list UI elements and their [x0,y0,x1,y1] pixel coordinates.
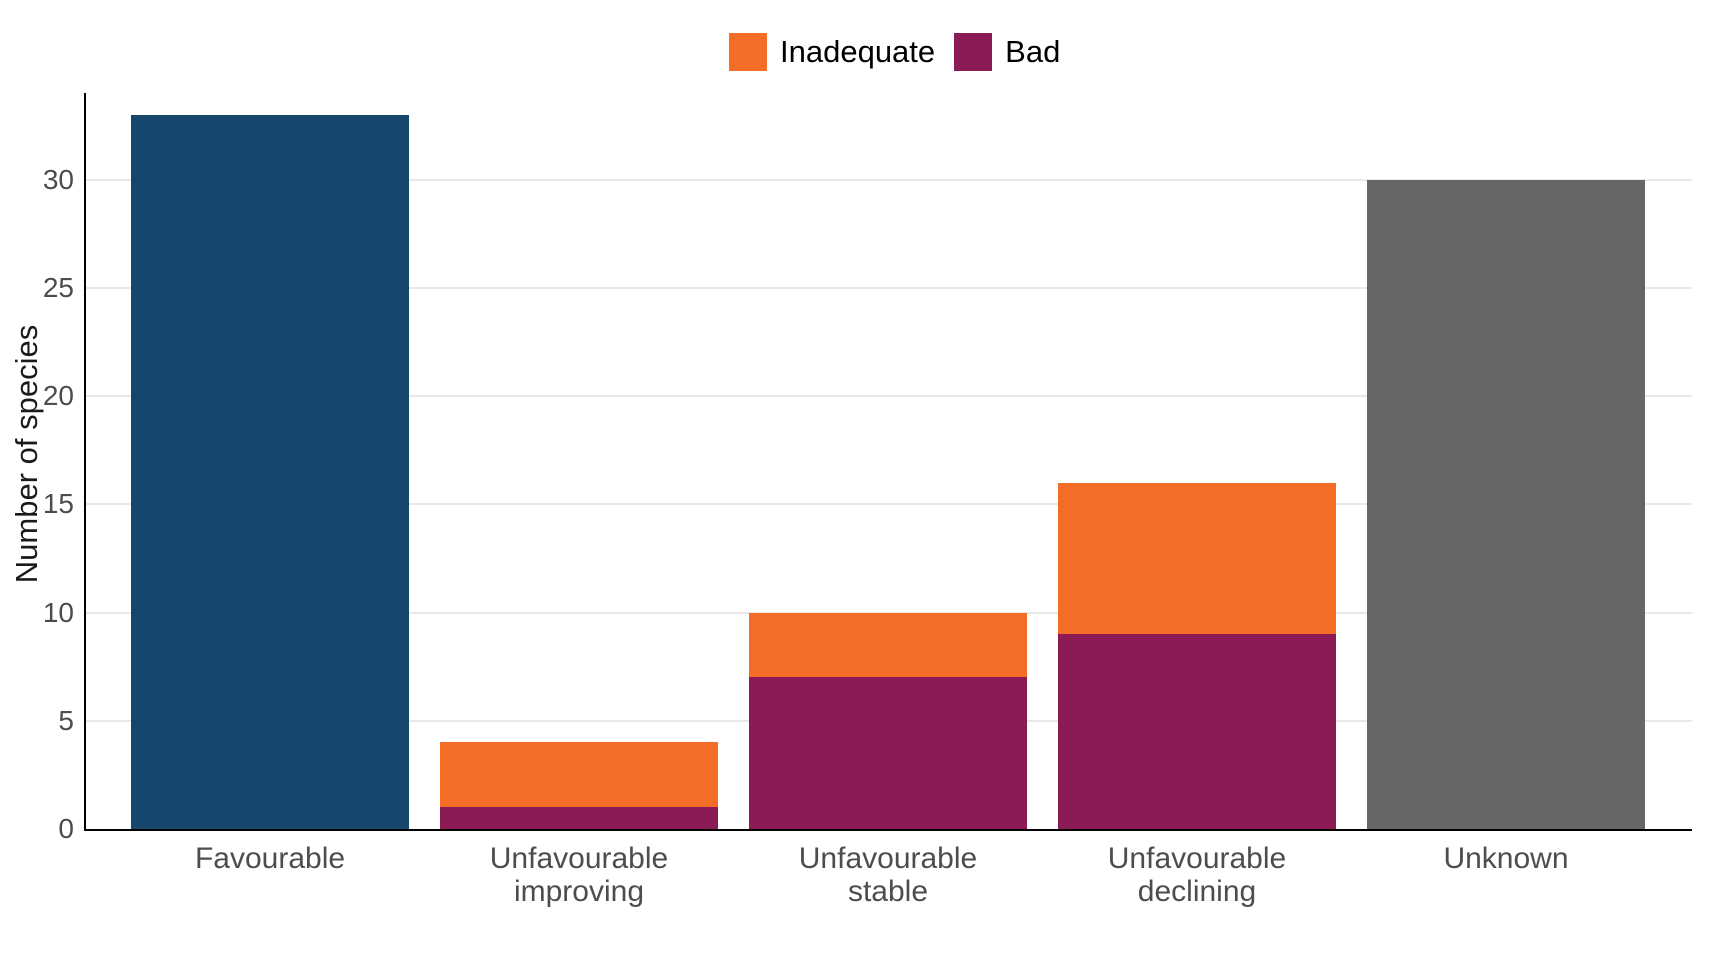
x-axis-line [84,829,1692,831]
bar-unfavourable-improving-segment-inadequate [440,742,718,807]
legend-swatch-inadequate [729,33,767,71]
bar-unfavourable-stable-segment-inadequate [749,613,1027,677]
bar-favourable-segment-favourable [131,115,409,829]
y-tick-label-15: 15 [42,488,74,519]
x-category-label-unfavourable-declining: Unfavourable declining [1107,842,1287,908]
x-category-label-unknown: Unknown [1443,842,1569,875]
gridline-25 [86,287,1692,289]
bar-unfavourable-declining-segment-inadequate [1058,483,1336,634]
bar-unfavourable-declining-segment-bad [1058,634,1336,829]
y-tick-label-30: 30 [42,164,74,195]
bar-unfavourable-improving-segment-bad [440,807,718,829]
y-axis-title-text: Number of species [9,324,44,584]
y-tick-label-5: 5 [58,705,74,736]
legend-label-inadequate: Inadequate [780,34,936,69]
gridline-20 [86,395,1692,397]
legend-label-bad: Bad [1005,34,1061,69]
y-axis-line [84,93,86,831]
x-category-label-unfavourable-improving: Unfavourable improving [489,842,669,908]
gridline-15 [86,503,1692,505]
legend-item-inadequate: Inadequate [729,33,935,71]
legend-swatch-bad [954,33,993,71]
y-tick-label-25: 25 [42,272,74,303]
bar-unknown-segment-unknown [1367,180,1645,829]
bar-unfavourable-stable-segment-bad [749,677,1027,829]
legend: Inadequate Bad [729,33,1060,71]
x-category-label-unfavourable-stable: Unfavourable stable [798,842,978,908]
legend-item-bad: Bad [954,33,1060,71]
y-tick-label-0: 0 [58,813,74,844]
x-category-label-favourable: Favourable [194,842,346,875]
y-tick-label-10: 10 [42,597,74,628]
gridline-30 [86,179,1692,181]
y-tick-label-20: 20 [42,380,74,411]
